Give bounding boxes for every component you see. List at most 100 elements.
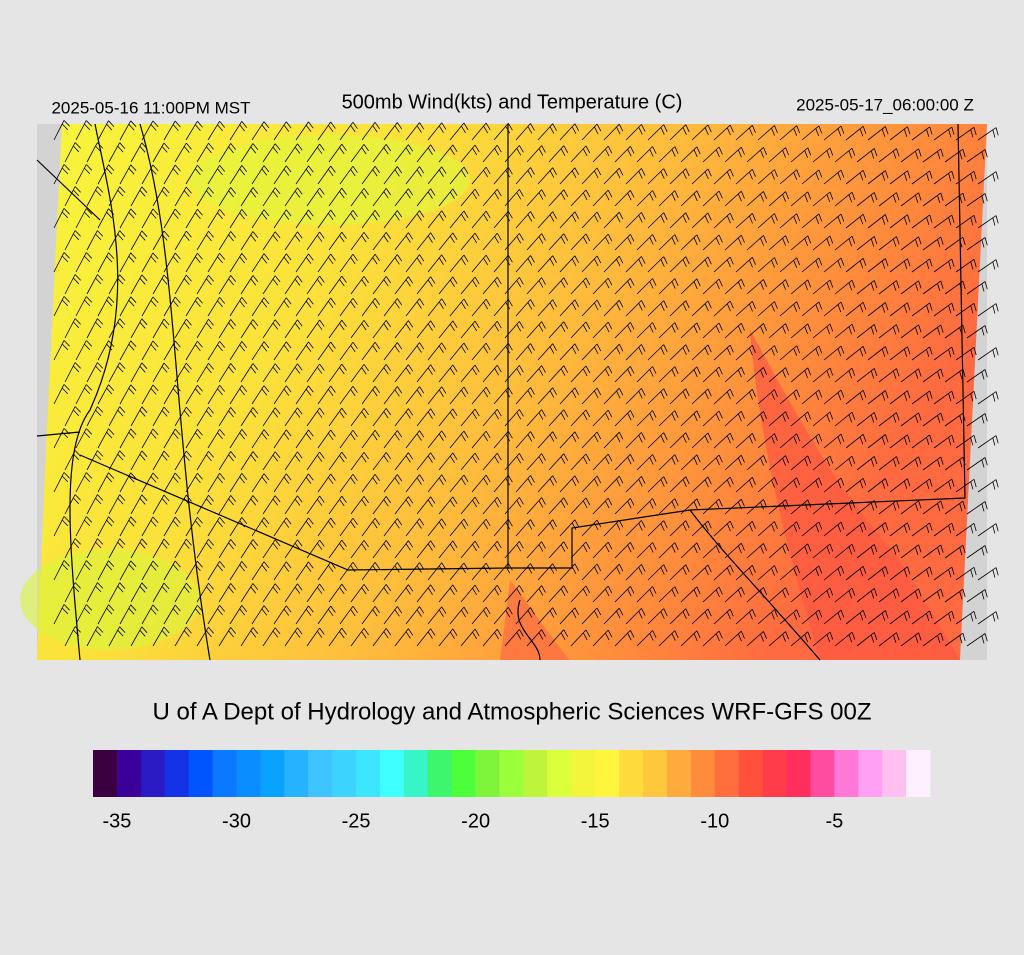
- wind-barb: [966, 369, 988, 383]
- wind-barb: [218, 451, 237, 471]
- wind-barb: [878, 632, 900, 647]
- wind-barb: [581, 299, 602, 317]
- wind-barb: [812, 411, 834, 427]
- wind-barb: [196, 582, 214, 603]
- wind-barb: [570, 497, 591, 515]
- wind-barb: [867, 610, 889, 625]
- wind-barb: [867, 126, 889, 141]
- wind-barb: [328, 583, 347, 603]
- wind-barb: [647, 608, 668, 625]
- wind-barb: [537, 123, 557, 141]
- wind-barb: [614, 190, 635, 207]
- wind-barb: [867, 434, 889, 449]
- wind-barb: [108, 362, 126, 383]
- wind-barb: [185, 340, 203, 361]
- wind-barb: [614, 278, 635, 295]
- wind-barb: [438, 188, 458, 207]
- wind-barb: [471, 342, 491, 361]
- wind-barb: [284, 231, 303, 251]
- wind-barb: [592, 321, 613, 339]
- wind-barb: [350, 276, 369, 295]
- wind-barb: [614, 366, 635, 383]
- wind-barb: [570, 365, 591, 383]
- wind-barb: [889, 214, 911, 229]
- colorbar-swatch: [379, 750, 405, 797]
- wind-barb: [108, 494, 126, 515]
- wind-barb: [372, 232, 392, 251]
- wind-barb: [889, 478, 911, 493]
- wind-barb: [845, 169, 867, 185]
- wind-barb: [625, 256, 646, 273]
- wind-barb: [317, 121, 336, 141]
- wind-barb: [812, 455, 834, 471]
- colorbar-swatch: [332, 750, 357, 797]
- wind-barb: [405, 386, 425, 405]
- wind-barb: [669, 256, 690, 273]
- wind-barb: [295, 209, 314, 229]
- wind-barb: [867, 258, 889, 273]
- wind-barb: [515, 255, 535, 273]
- wind-barb: [97, 296, 115, 317]
- wind-barb: [713, 432, 734, 449]
- wind-barb: [878, 544, 900, 559]
- wind-barb: [735, 433, 756, 449]
- wind-barb: [229, 473, 248, 493]
- wind-barb: [713, 300, 734, 317]
- wind-barb: [867, 522, 889, 537]
- wind-barb: [152, 450, 170, 471]
- wind-barb: [218, 275, 237, 295]
- wind-barb: [867, 214, 889, 229]
- wind-barb: [944, 632, 966, 647]
- wind-barb: [625, 520, 646, 537]
- wind-barb: [339, 121, 358, 141]
- wind-barb: [713, 520, 734, 537]
- wind-barb: [350, 364, 369, 383]
- wind-barb: [196, 186, 214, 207]
- wind-barb: [229, 253, 248, 273]
- wind-barb: [702, 498, 723, 515]
- wind-barb: [64, 318, 81, 339]
- wind-barb: [405, 474, 425, 493]
- wind-barb: [823, 521, 845, 537]
- wind-barb: [416, 144, 436, 163]
- wind-barb: [834, 191, 856, 207]
- wind-barb: [460, 232, 480, 251]
- wind-barb: [812, 587, 834, 603]
- wind-barb: [823, 125, 845, 141]
- wind-barb: [779, 521, 801, 537]
- wind-barb: [75, 516, 93, 537]
- wind-barb: [251, 253, 270, 273]
- wind-barb: [317, 341, 336, 361]
- wind-barb: [845, 125, 867, 141]
- wind-barb: [768, 587, 789, 603]
- wind-barb: [592, 409, 613, 427]
- colorbar: -35 -30 -25 -20 -15 -10 -5: [93, 750, 931, 832]
- wind-barb: [636, 234, 657, 251]
- colorbar-swatch: [714, 750, 740, 797]
- wind-barb: [141, 560, 159, 581]
- colorbar-tick-label: -10: [700, 810, 729, 832]
- wind-barb: [306, 451, 325, 471]
- wind-barb: [537, 343, 557, 361]
- wind-barb: [438, 320, 458, 339]
- wind-barb: [196, 362, 214, 383]
- wind-barb: [350, 452, 369, 471]
- wind-barb: [218, 231, 237, 251]
- wind-barb: [955, 214, 977, 229]
- wind-barb: [570, 453, 591, 471]
- wind-barb: [449, 210, 469, 229]
- wind-barb: [141, 472, 159, 493]
- wind-barb: [955, 522, 977, 537]
- wind-barb: [383, 386, 403, 405]
- wind-barb: [262, 539, 281, 559]
- wind-barb: [130, 582, 148, 603]
- wind-barb: [966, 633, 988, 647]
- wind-barb: [834, 147, 856, 163]
- wind-barb: [460, 584, 480, 603]
- wind-barb: [471, 210, 491, 229]
- wind-barb: [53, 472, 70, 493]
- wind-barb: [845, 521, 867, 537]
- wind-barb: [658, 586, 679, 603]
- wind-barb: [394, 496, 414, 515]
- wind-barb: [152, 318, 170, 339]
